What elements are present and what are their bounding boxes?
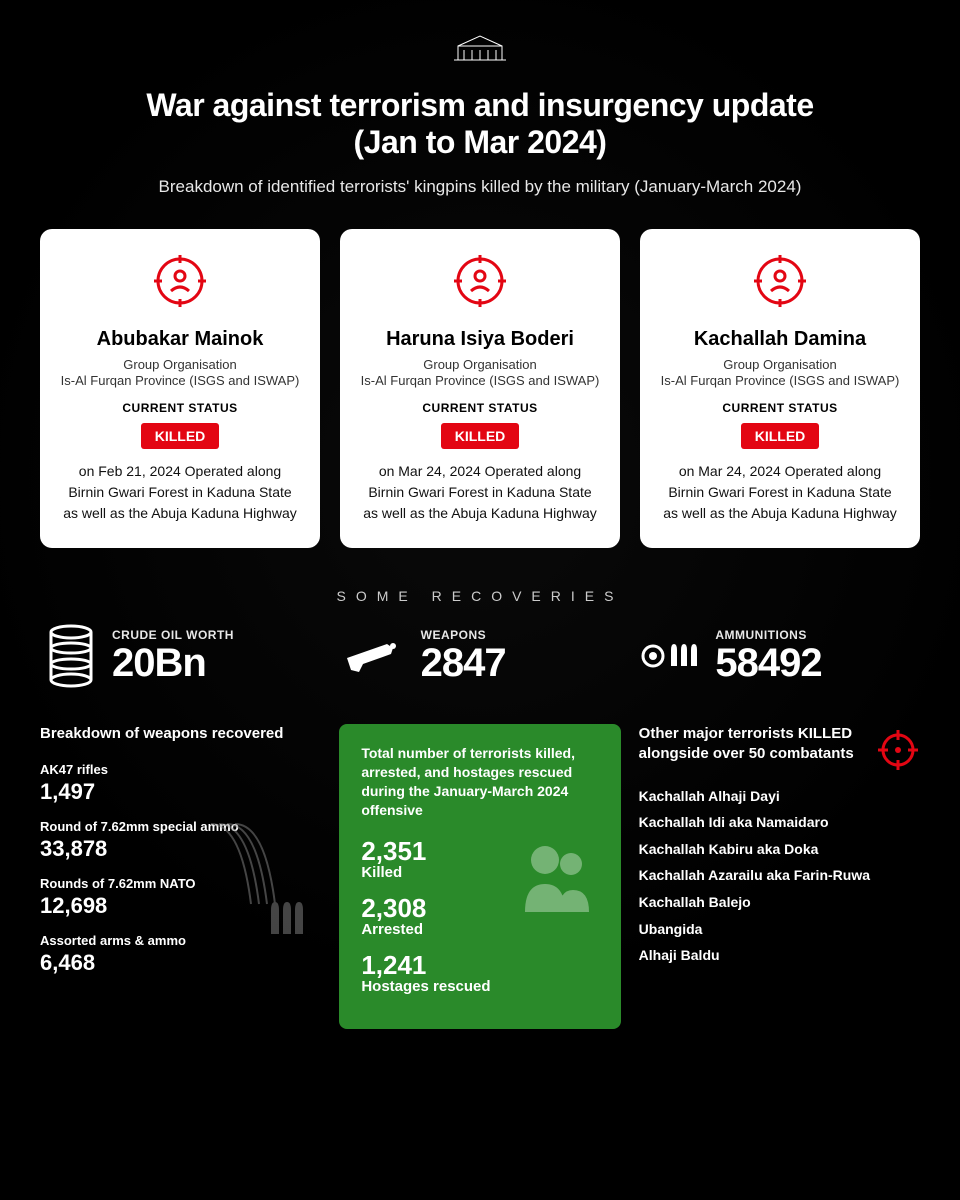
recovery-label: AMMUNITIONS [715,628,821,642]
recovery-value: 20Bn [112,642,234,684]
target-person-icon [452,253,508,309]
breakdown-value: 1,497 [40,779,321,805]
other-terrorist-name: Kachallah Kabiru aka Doka [639,836,920,863]
recovery-value: 2847 [421,642,506,684]
others-list: Kachallah Alhaji Dayi Kachallah Idi aka … [639,783,920,969]
title-line-2: (Jan to Mar 2024) [354,124,607,160]
target-person-icon [152,253,208,309]
kingpin-org: Is-Al Furqan Province (ISGS and ISWAP) [360,372,600,390]
kingpin-org: Is-Al Furqan Province (ISGS and ISWAP) [660,372,900,390]
recovery-label: WEAPONS [421,628,506,642]
recovery-value: 58492 [715,642,821,684]
kingpin-status-label: CURRENT STATUS [660,401,900,415]
barrel-icon [44,624,98,688]
kingpin-detail: on Mar 24, 2024 Operated along Birnin Gw… [360,461,600,524]
kingpin-org-label: Group Organisation [360,357,600,372]
recoveries-row: CRUDE OIL WORTH 20Bn WEAPONS 2847 [40,624,920,688]
breakdown-value: 6,468 [40,950,321,976]
recoveries-heading: SOME RECOVERIES [40,588,920,604]
offensive-title: Total number of terrorists killed, arres… [361,744,598,820]
weapons-breakdown: Breakdown of weapons recovered AK47 rifl… [40,724,321,1029]
recovery-weapons: WEAPONS 2847 [343,624,618,688]
kingpin-status-label: CURRENT STATUS [360,401,600,415]
recovery-ammo: AMMUNITIONS 58492 [641,624,916,688]
kingpin-detail: on Mar 24, 2024 Operated along Birnin Gw… [660,461,900,524]
kingpin-name: Haruna Isiya Boderi [360,328,600,351]
bottom-row: Breakdown of weapons recovered AK47 rifl… [40,724,920,1029]
breakdown-label: AK47 rifles [40,762,321,777]
killed-badge: KILLED [441,423,520,449]
breakdown-item: AK47 rifles 1,497 [40,762,321,805]
recovery-label: CRUDE OIL WORTH [112,628,234,642]
kingpin-card: Haruna Isiya Boderi Group Organisation I… [340,229,620,549]
logo-wrap [40,30,920,71]
gun-icon [343,636,407,676]
offensive-stat: 1,241 Hostages rescued [361,952,598,995]
kingpin-org: Is-Al Furqan Province (ISGS and ISWAP) [60,372,300,390]
title-line-1: War against terrorism and insurgency upd… [146,87,813,123]
kingpin-card: Abubakar Mainok Group Organisation Is-Al… [40,229,320,549]
green-summary-box: Total number of terrorists killed, arres… [339,724,620,1029]
kingpin-status-label: CURRENT STATUS [60,401,300,415]
other-terrorist-name: Alhaji Baldu [639,942,920,969]
kingpin-card: Kachallah Damina Group Organisation Is-A… [640,229,920,549]
other-terrorist-name: Kachallah Azarailu aka Farin-Ruwa [639,862,920,889]
page-title: War against terrorism and insurgency upd… [40,87,920,161]
stat-value: 1,241 [361,952,598,978]
infographic-page: War against terrorism and insurgency upd… [0,0,960,1059]
other-terrorist-name: Kachallah Alhaji Dayi [639,783,920,810]
target-person-icon [752,253,808,309]
other-terrorist-name: Kachallah Balejo [639,889,920,916]
crosshair-icon [876,728,920,772]
bullets-icon [641,636,701,676]
kingpin-name: Abubakar Mainok [60,328,300,351]
magazine-bullets-icon [201,814,311,944]
stat-label: Hostages rescued [361,978,598,995]
building-logo-icon [440,30,520,66]
people-icon [513,834,603,924]
kingpin-detail: on Feb 21, 2024 Operated along Birnin Gw… [60,461,300,524]
kingpin-org-label: Group Organisation [60,357,300,372]
recovery-crude-oil: CRUDE OIL WORTH 20Bn [44,624,319,688]
kingpin-name: Kachallah Damina [660,328,900,351]
killed-badge: KILLED [141,423,220,449]
page-subtitle: Breakdown of identified terrorists' king… [40,177,920,197]
offensive-summary: Total number of terrorists killed, arres… [339,724,620,1029]
kingpin-org-label: Group Organisation [660,357,900,372]
breakdown-title: Breakdown of weapons recovered [40,724,321,744]
other-terrorist-name: Kachallah Idi aka Namaidaro [639,809,920,836]
killed-badge: KILLED [741,423,820,449]
other-terrorist-name: Ubangida [639,916,920,943]
other-terrorists: Other major terrorists KILLED alongside … [639,724,920,1029]
kingpin-cards: Abubakar Mainok Group Organisation Is-Al… [40,229,920,549]
